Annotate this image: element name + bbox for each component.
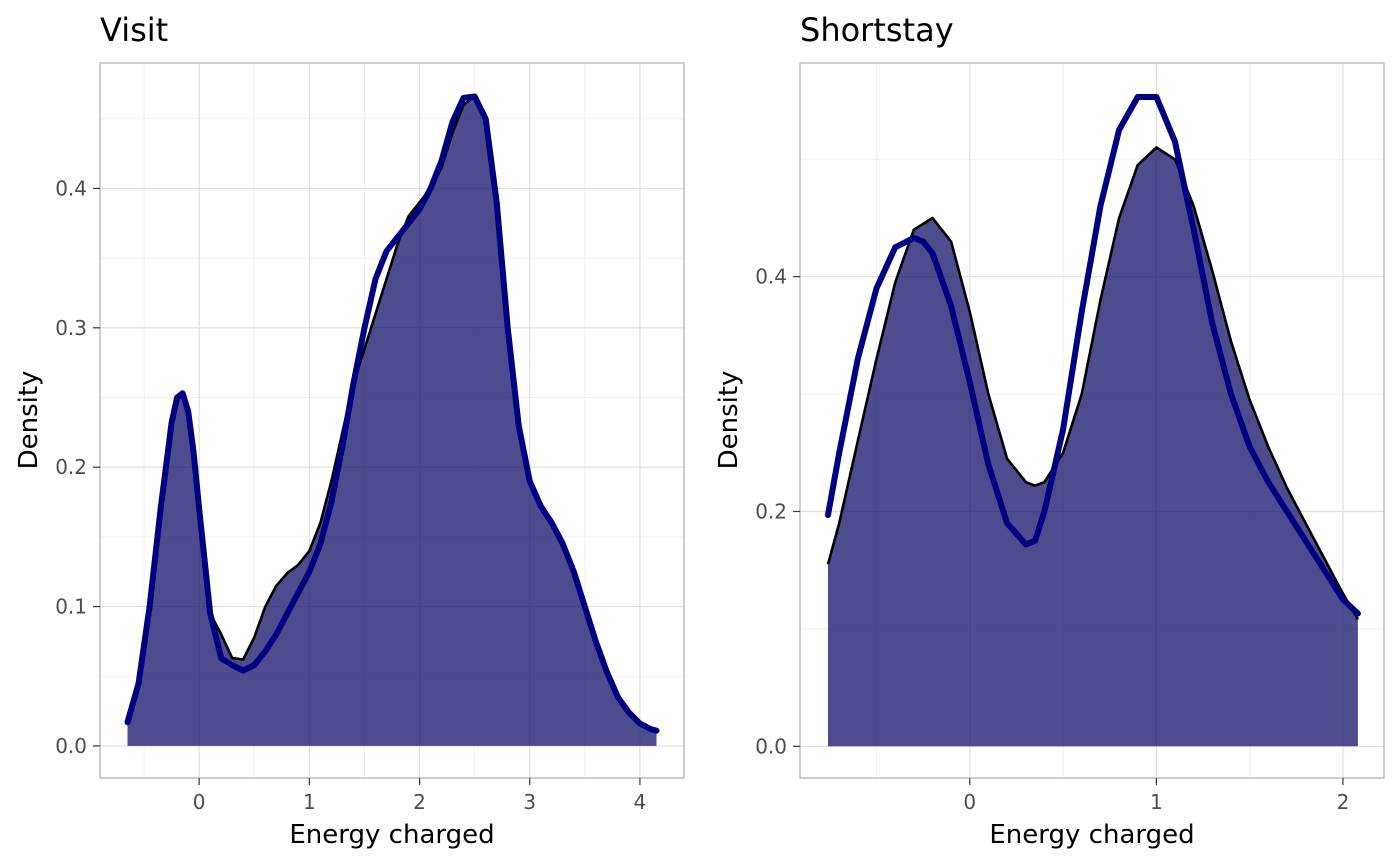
- visit-x-tick-label: 0: [193, 790, 206, 814]
- shortstay-y-tick-label: 0.2: [755, 499, 787, 523]
- visit-x-axis-label: Energy charged: [289, 820, 494, 850]
- shortstay-plot-area: 0 1 2 0.0 0.2 0.4: [755, 62, 1385, 814]
- shortstay-y-tick-label: 0.0: [755, 734, 787, 758]
- visit-chart: Visit 0 1 2 3 4 0.0 0.1 0.2 0.3 0.4 Energy charge…: [14, 11, 685, 850]
- shortstay-y-tick-label: 0.4: [755, 265, 787, 289]
- visit-chart-title: Visit: [100, 11, 168, 49]
- shortstay-chart-panel: Shortstay 0 1 2 0.0 0.2 0.4 Energy charged De…: [700, 0, 1400, 865]
- shortstay-density-area: [828, 147, 1358, 747]
- visit-x-tick-label: 2: [413, 790, 426, 814]
- visit-y-tick-label: 0.4: [55, 176, 87, 200]
- shortstay-y-axis-label: Density: [714, 371, 744, 470]
- shortstay-chart: Shortstay 0 1 2 0.0 0.2 0.4 Energy charged De…: [714, 11, 1385, 850]
- shortstay-density-outline: [826, 146, 1360, 621]
- visit-density-line: [124, 93, 660, 734]
- visit-y-tick-label: 0.3: [55, 316, 87, 340]
- shortstay-x-tick-label: 1: [1150, 790, 1163, 814]
- visit-x-tick-label: 3: [523, 790, 536, 814]
- shortstay-panel-border: [799, 62, 1385, 779]
- visit-chart-panel: Visit 0 1 2 3 4 0.0 0.1 0.2 0.3 0.4 Energy charge…: [14, 11, 685, 850]
- visit-y-tick-label: 0.1: [55, 595, 87, 619]
- visit-panel-border: [99, 62, 685, 779]
- shortstay-x-tick-label: 2: [1337, 790, 1350, 814]
- visit-x-tick-label: 1: [303, 790, 316, 814]
- shortstay-x-tick-label: 0: [963, 790, 976, 814]
- visit-x-tick-label: 4: [634, 790, 647, 814]
- visit-plot-area: 0 1 2 3 4 0.0 0.1 0.2 0.3 0.4: [55, 62, 685, 814]
- shortstay-x-axis-label: Energy charged: [989, 820, 1194, 850]
- visit-y-axis-label: Density: [14, 371, 44, 470]
- visit-y-tick-label: 0.2: [55, 455, 87, 479]
- visit-y-tick-label: 0.0: [55, 734, 87, 758]
- shortstay-density-line: [825, 94, 1361, 617]
- shortstay-chart-title: Shortstay: [800, 11, 954, 49]
- visit-density-area: [127, 96, 657, 746]
